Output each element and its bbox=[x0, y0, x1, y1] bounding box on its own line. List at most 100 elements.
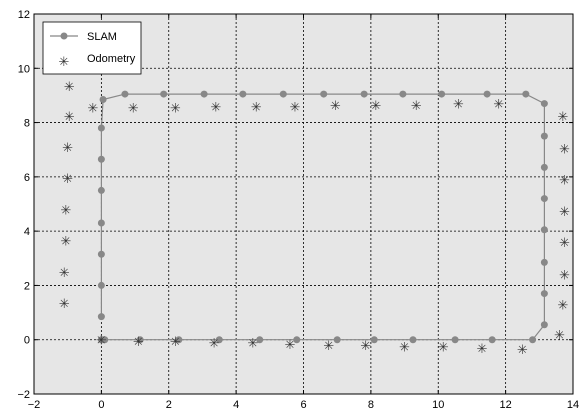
odometry-point: ✳ bbox=[88, 102, 99, 117]
slam-point bbox=[540, 195, 548, 203]
slam-point bbox=[320, 90, 328, 98]
odometry-point: ✳ bbox=[370, 99, 381, 114]
slam-point bbox=[522, 90, 530, 98]
legend-box bbox=[42, 21, 142, 75]
slam-point bbox=[540, 226, 548, 234]
x-tick-label: 4 bbox=[233, 399, 239, 411]
odometry-point: ✳ bbox=[360, 339, 371, 354]
odometry-point: ✳ bbox=[477, 342, 488, 357]
y-tick-label: 2 bbox=[24, 280, 30, 292]
y-tick-label: 4 bbox=[24, 226, 30, 238]
odometry-point: ✳ bbox=[559, 142, 570, 157]
slam-point bbox=[529, 336, 537, 344]
slam-point bbox=[121, 90, 129, 98]
odometry-point: ✳ bbox=[557, 298, 568, 313]
slam-point bbox=[279, 90, 287, 98]
odometry-point: ✳ bbox=[399, 341, 410, 356]
odometry-point: ✳ bbox=[59, 266, 70, 281]
odometry-point: ✳ bbox=[61, 235, 72, 250]
odometry-point: ✳ bbox=[554, 328, 565, 343]
odometry-point: ✳ bbox=[290, 100, 301, 115]
slam-point bbox=[540, 100, 548, 108]
slam-point bbox=[99, 96, 107, 103]
slam-point bbox=[256, 336, 264, 344]
y-tick-label: 8 bbox=[24, 118, 30, 130]
x-tick-label: 14 bbox=[567, 399, 579, 411]
slam-point bbox=[438, 90, 446, 98]
odometry-point: ✳ bbox=[559, 269, 570, 284]
odometry-point: ✳ bbox=[517, 343, 528, 358]
odometry-point: ✳ bbox=[170, 335, 181, 350]
slam-point bbox=[97, 219, 105, 227]
odometry-point: ✳ bbox=[170, 102, 181, 117]
odometry-point: ✳ bbox=[61, 203, 72, 218]
x-tick-label: 8 bbox=[368, 399, 374, 411]
slam-point bbox=[409, 336, 417, 344]
odometry-point: ✳ bbox=[248, 336, 259, 351]
odometry-point: ✳ bbox=[59, 297, 70, 312]
slam-point bbox=[97, 186, 105, 194]
slam-point bbox=[97, 281, 105, 289]
odometry-point: ✳ bbox=[96, 334, 107, 349]
odometry-point: ✳ bbox=[64, 80, 75, 95]
y-tick-label: 6 bbox=[24, 172, 30, 184]
slam-point bbox=[488, 336, 496, 344]
odometry-point: ✳ bbox=[62, 172, 73, 187]
y-tick-label: 10 bbox=[18, 63, 30, 75]
slam-point bbox=[540, 163, 548, 171]
odometry-point: ✳ bbox=[453, 98, 464, 113]
slam-point bbox=[540, 290, 548, 298]
slam-point bbox=[451, 336, 459, 344]
x-tick-label: 0 bbox=[98, 399, 104, 411]
slam-point bbox=[540, 132, 548, 140]
x-tick-label: 10 bbox=[432, 399, 444, 411]
legend-label-odometry: Odometry bbox=[87, 53, 136, 65]
odometry-point: ✳ bbox=[251, 100, 262, 115]
odometry-point: ✳ bbox=[438, 341, 449, 356]
slam-point bbox=[370, 336, 378, 344]
odometry-point: ✳ bbox=[330, 99, 341, 114]
odometry-point: ✳ bbox=[411, 99, 422, 114]
slam-point bbox=[239, 90, 247, 98]
slam-point bbox=[333, 336, 341, 344]
slam-point bbox=[160, 90, 168, 98]
axis-ticks: −2 0 2 4 6 8 10 12 14 −2 0 2 4 6 8 10 12 bbox=[17, 9, 579, 411]
slam-point bbox=[175, 336, 183, 344]
y-tick-label: 12 bbox=[18, 9, 30, 21]
odometry-point: ✳ bbox=[493, 98, 504, 113]
odometry-series: ✳ ✳ ✳ ✳ ✳ ✳ ✳ ✳ ✳ ✳ ✳ ✳ ✳ ✳ ✳ ✳ ✳ ✳ ✳ ✳ ✳ ✳ ✳ ✳ ✳ ✳ ✳ ✳ ✳ ✳ ✳ ✳ ✳ ✳ ✳ ✳ ✳ ✳ ✳ bbox=[59, 80, 570, 358]
slam-point bbox=[200, 90, 208, 98]
odometry-point: ✳ bbox=[285, 338, 296, 353]
y-tick-label: 0 bbox=[24, 335, 30, 347]
legend: SLAM ✳ Odometry bbox=[42, 21, 142, 75]
odometry-point: ✳ bbox=[559, 205, 570, 220]
slam-point bbox=[215, 336, 223, 344]
x-tick-label: −2 bbox=[28, 399, 41, 411]
slam-point bbox=[483, 90, 491, 98]
odometry-point: ✳ bbox=[559, 236, 570, 251]
legend-odometry-marker: ✳ bbox=[59, 55, 70, 70]
odometry-point: ✳ bbox=[323, 339, 334, 354]
odometry-point: ✳ bbox=[557, 110, 568, 125]
slam-series bbox=[97, 90, 548, 344]
x-tick-label: 2 bbox=[166, 399, 172, 411]
slam-point bbox=[399, 90, 407, 98]
slam-point bbox=[97, 250, 105, 258]
x-tick-label: 12 bbox=[500, 399, 512, 411]
slam-point bbox=[97, 155, 105, 163]
odometry-point: ✳ bbox=[62, 141, 73, 156]
slam-point bbox=[136, 336, 144, 344]
legend-slam-marker bbox=[60, 32, 68, 40]
x-tick-label: 6 bbox=[300, 399, 306, 411]
slam-point bbox=[97, 313, 105, 321]
slam-point bbox=[293, 336, 301, 344]
slam-point bbox=[101, 336, 109, 344]
odometry-point: ✳ bbox=[559, 174, 570, 189]
slam-point bbox=[97, 124, 105, 132]
odometry-point: ✳ bbox=[209, 336, 220, 351]
legend-label-slam: SLAM bbox=[87, 31, 117, 43]
slam-point bbox=[360, 90, 368, 98]
odometry-point: ✳ bbox=[210, 100, 221, 115]
odometry-point: ✳ bbox=[133, 335, 144, 350]
